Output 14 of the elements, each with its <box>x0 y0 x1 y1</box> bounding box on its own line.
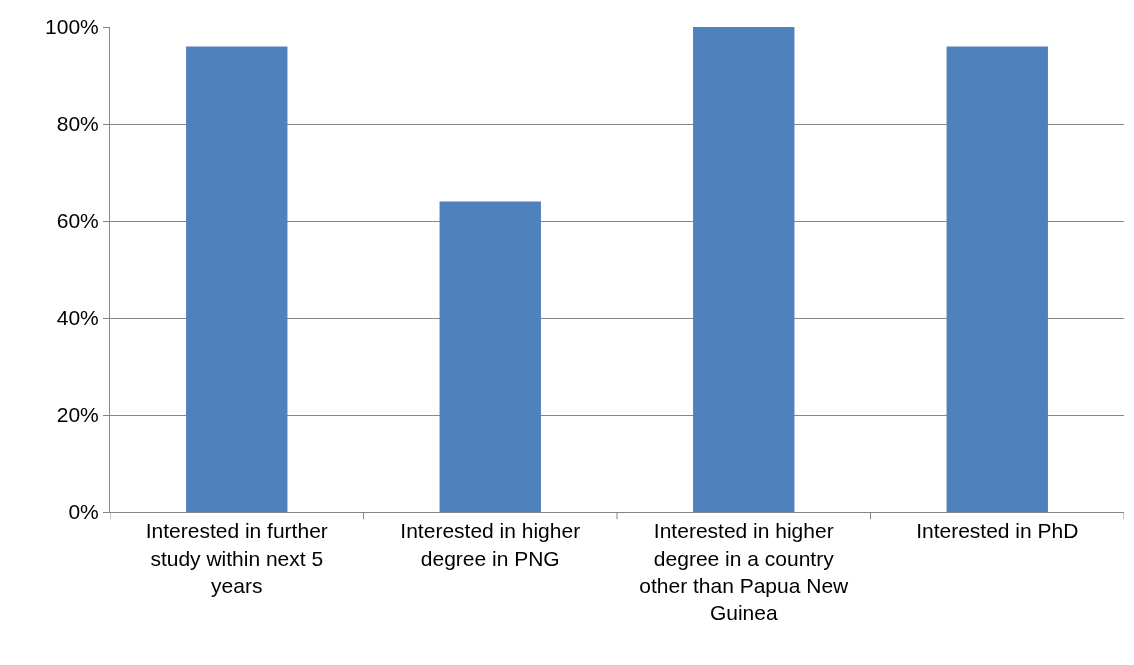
y-tick-label: 60% <box>56 209 99 233</box>
bar <box>693 27 795 512</box>
x-tick-label: Interested in higher degree in a country other than Papua New Guinea <box>639 519 850 625</box>
y-tick-label: 40% <box>56 306 99 330</box>
x-tick-label: Interested in further study within next 5 years <box>145 519 328 597</box>
bar <box>186 46 288 512</box>
y-tick-label: 0% <box>68 500 99 524</box>
y-tick-label: 20% <box>56 403 99 427</box>
bar <box>439 201 541 512</box>
y-tick-label: 80% <box>56 112 99 136</box>
x-tick-label: Interested in higher degree in PNG <box>400 519 581 570</box>
y-tick-label: 100% <box>45 15 99 39</box>
x-tick-label: Interested in PhD <box>916 519 1079 543</box>
bar <box>946 46 1048 512</box>
